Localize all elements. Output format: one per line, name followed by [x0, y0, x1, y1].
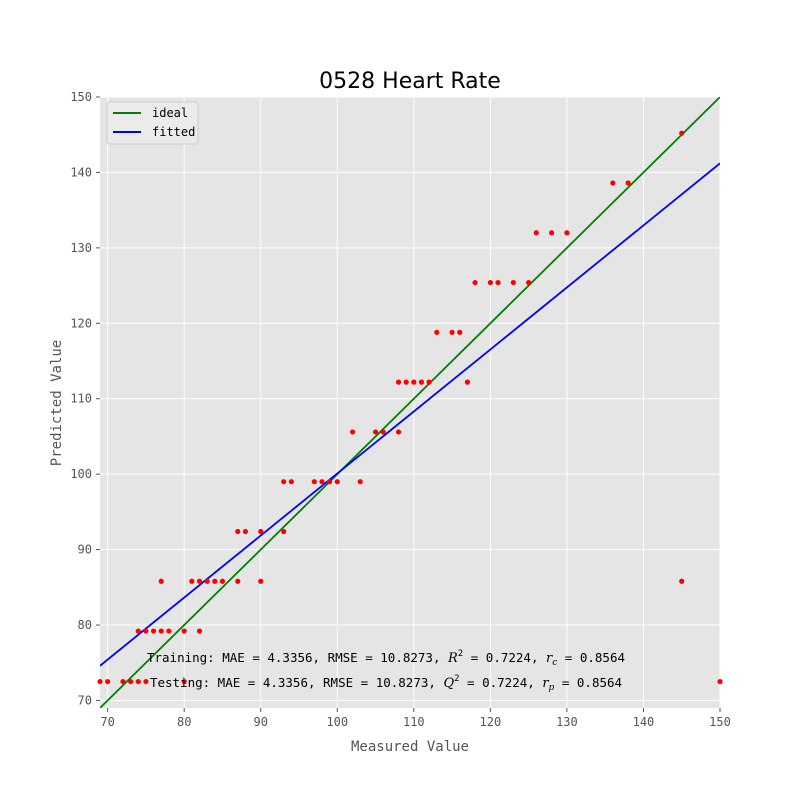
legend-label: fitted [152, 125, 195, 139]
fit-lines [100, 97, 720, 708]
legend-label: ideal [152, 106, 188, 120]
data-point [426, 379, 432, 385]
data-point [158, 628, 164, 634]
data-point [189, 578, 195, 584]
x-tick-label: 80 [177, 715, 191, 729]
data-point [380, 429, 386, 435]
data-point [150, 628, 157, 634]
y-tick-label: 140 [70, 165, 92, 179]
data-point [143, 628, 149, 634]
data-point [196, 578, 203, 584]
data-point [212, 578, 218, 584]
data-point [403, 379, 409, 385]
data-point [411, 379, 417, 385]
data-point [487, 279, 493, 286]
data-point [311, 479, 317, 485]
data-points [97, 130, 723, 685]
data-point [196, 628, 203, 634]
ideal-line [100, 97, 720, 708]
y-axis-label: Predicted Value [49, 340, 65, 466]
data-point [105, 678, 111, 685]
x-tick-label: 120 [480, 715, 502, 729]
data-point [349, 429, 356, 435]
data-point [181, 628, 187, 634]
x-tick-label: 110 [403, 715, 425, 729]
data-point [679, 130, 685, 136]
data-point [449, 329, 455, 335]
data-point [120, 678, 126, 685]
data-point [319, 479, 325, 485]
y-tick-label: 90 [78, 543, 92, 557]
data-point [128, 678, 134, 685]
data-point [135, 628, 141, 634]
data-point [564, 230, 570, 236]
x-tick-label: 70 [100, 715, 114, 729]
legend: ideal fitted [106, 101, 199, 145]
y-tick-label: 110 [70, 392, 92, 406]
data-point [526, 279, 532, 286]
x-axis-label: Measured Value [351, 739, 469, 755]
data-point [327, 479, 333, 485]
y-tick-label: 100 [70, 467, 92, 481]
data-point [625, 180, 631, 186]
data-point [418, 379, 425, 385]
x-tick-label: 130 [556, 715, 578, 729]
chart-title: 0528 Heart Rate [319, 69, 501, 94]
data-point [357, 479, 363, 485]
y-tick-label: 120 [70, 316, 92, 330]
x-tick-label: 150 [709, 715, 731, 729]
data-point [717, 678, 723, 685]
data-point [97, 678, 103, 685]
y-axis-ticks: 70 80 90 100 110 120 130 140 150 [70, 90, 100, 707]
data-point [533, 230, 539, 236]
data-point [181, 678, 187, 685]
data-point [158, 578, 164, 584]
x-tick-label: 100 [326, 715, 348, 729]
x-tick-label: 140 [633, 715, 655, 729]
grid-lines [100, 96, 721, 708]
data-point [281, 528, 287, 535]
x-axis-ticks: 70 80 90 100 110 120 130 140 150 [100, 708, 731, 729]
data-point [235, 528, 241, 535]
data-point [395, 429, 402, 435]
data-point [434, 329, 440, 335]
data-point [610, 180, 616, 186]
data-point [464, 379, 471, 385]
y-tick-label: 70 [78, 693, 92, 707]
data-point [143, 678, 149, 685]
fitted-line [100, 162, 720, 667]
data-point [510, 279, 516, 286]
data-point [472, 279, 478, 286]
data-point [549, 230, 555, 236]
data-point [372, 429, 379, 435]
data-point [288, 479, 294, 485]
data-point [135, 678, 141, 685]
testing-metrics: Testing: MAE = 4.3356, RMSE = 10.8273, Q… [150, 674, 622, 693]
data-point [204, 578, 210, 584]
x-tick-label: 90 [254, 715, 268, 729]
y-tick-label: 150 [70, 90, 92, 104]
y-tick-label: 130 [70, 241, 92, 255]
data-point [166, 628, 172, 634]
data-point [457, 329, 463, 335]
training-metrics: Training: MAE = 4.3356, RMSE = 10.8273, … [147, 649, 625, 668]
data-point [258, 528, 264, 535]
data-point [395, 379, 402, 385]
data-point [679, 578, 685, 584]
data-point [334, 479, 340, 485]
data-point [495, 279, 501, 286]
y-tick-label: 80 [78, 618, 92, 632]
metrics-annotations: Training: MAE = 4.3356, RMSE = 10.8273, … [147, 649, 625, 693]
data-point [235, 578, 241, 584]
data-point [281, 479, 287, 485]
data-point [219, 578, 226, 584]
data-point [258, 578, 264, 584]
data-point [242, 528, 249, 535]
